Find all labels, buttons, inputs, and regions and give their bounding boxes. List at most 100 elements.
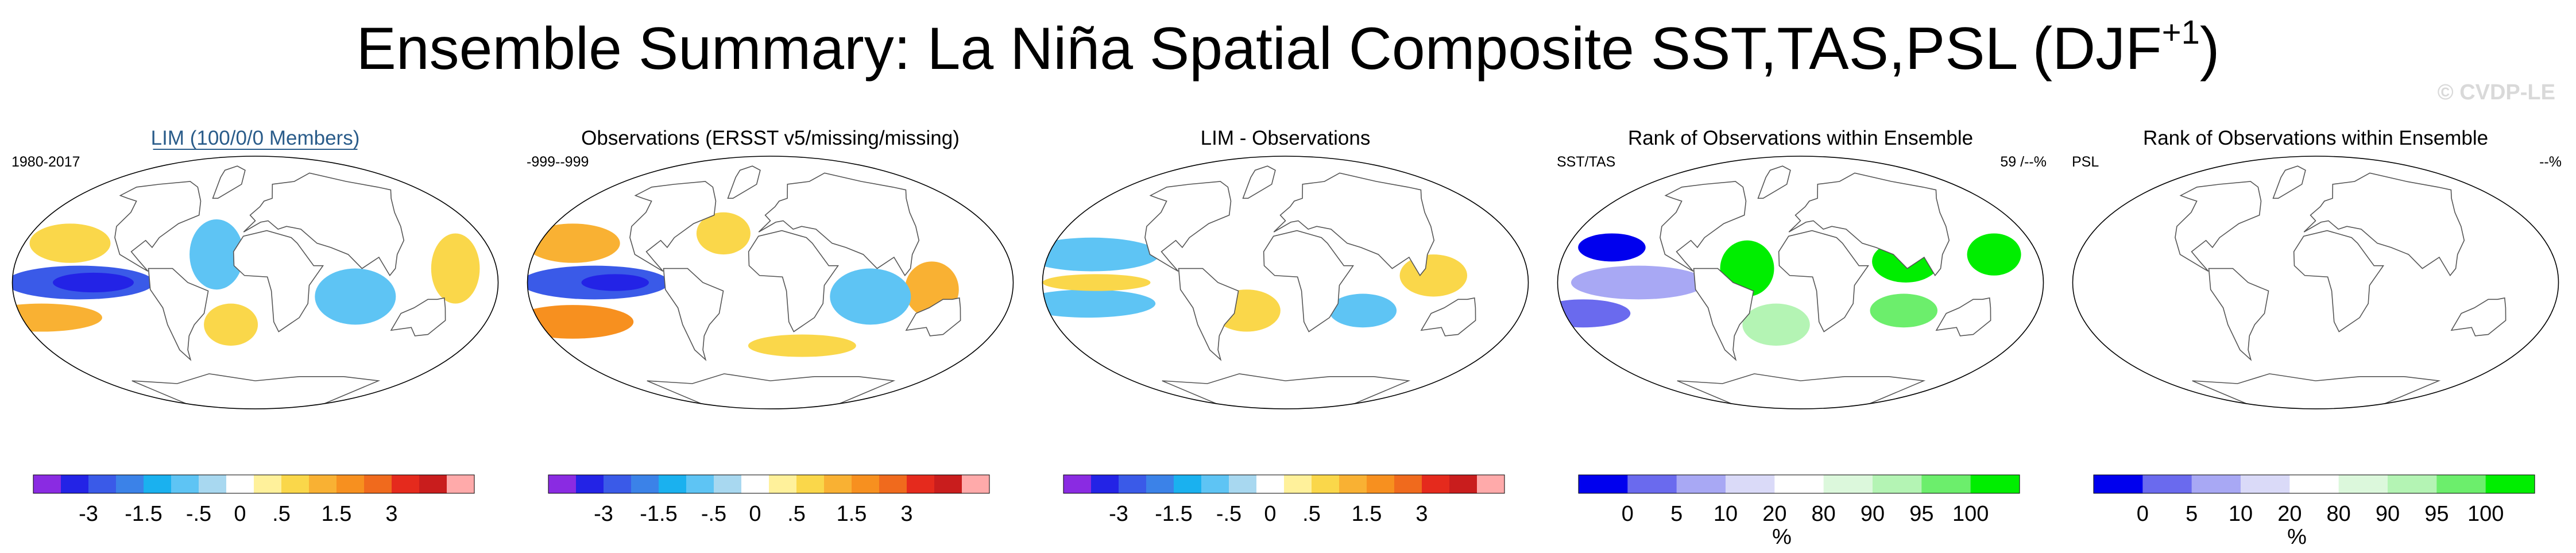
colorbar-swatch <box>88 475 117 493</box>
field-anomaly <box>1870 293 1938 328</box>
land-south-america <box>2208 268 2269 361</box>
panel-left-label: PSL <box>2072 154 2099 170</box>
colorbar-tick-label: 20 <box>1762 502 1786 526</box>
map-border <box>1042 156 1529 409</box>
colorbar-tick-label: 3 <box>900 502 912 526</box>
colorbar-tick-label: 1.5 <box>322 502 352 526</box>
land-greenland <box>1757 165 1791 199</box>
colorbar-tick-label: 3 <box>385 502 397 526</box>
land-greenland <box>2272 165 2306 199</box>
land-south-america <box>148 268 209 361</box>
colorbar-tick-label: 20 <box>2277 502 2302 526</box>
panel-right-label: 59 /--% <box>2000 154 2047 170</box>
panel-3: LIM - Observations -3 -1.5 -.5 0 .5 1.5 3 <box>1042 127 1529 526</box>
colorbar-swatch <box>1970 475 2020 493</box>
page-title-superscript: +1 <box>2161 14 2200 52</box>
colorbar-border <box>548 474 990 494</box>
land-south-america <box>1178 268 1239 361</box>
colorbar-swatch <box>144 475 172 493</box>
colorbar: 0 5 10 20 80 90 95 100% <box>1578 474 2020 549</box>
colorbar-swatch <box>2191 475 2241 493</box>
colorbar: -3 -1.5 -.5 0 .5 1.5 3 <box>33 474 475 526</box>
colorbar-tick-label: 10 <box>2229 502 2253 526</box>
panel-right-label: --% <box>2539 154 2562 170</box>
colorbar-swatch <box>254 475 282 493</box>
colorbar-border <box>1063 474 1505 494</box>
colorbar-swatch <box>1774 475 1824 493</box>
colorbar-swatch <box>116 475 144 493</box>
panel-title: LIM (100/0/0 Members) <box>151 127 360 149</box>
field-anomaly <box>748 334 856 357</box>
colorbar-unit: % <box>2287 525 2307 549</box>
colorbar-swatch <box>1229 475 1257 493</box>
land-australia <box>1935 297 1991 337</box>
colorbar-swatch <box>852 475 880 493</box>
colorbar-swatch <box>1063 475 1092 493</box>
colorbar-swatch <box>336 475 365 493</box>
field-anomaly <box>696 212 751 255</box>
colorbar-tick-label: .5 <box>787 502 806 526</box>
colorbar-swatch <box>548 475 577 493</box>
colorbar-tick-label: 5 <box>2186 502 2198 526</box>
map-field <box>2072 156 2559 409</box>
land-south-america <box>1693 268 1754 361</box>
field-anomaly <box>189 219 244 290</box>
colorbar-tick-label: 90 <box>1861 502 1885 526</box>
colorbar-tick-label: .5 <box>1302 502 1321 526</box>
field-anomaly <box>830 268 911 325</box>
colorbar-swatch <box>1367 475 1395 493</box>
colorbar-swatch <box>1422 475 1450 493</box>
field-anomaly <box>315 268 396 325</box>
field-anomaly <box>1042 289 1156 318</box>
colorbar-tick-label: -1.5 <box>125 502 162 526</box>
colorbar-swatch <box>61 475 89 493</box>
colorbar-tick-label: -3 <box>1109 502 1128 526</box>
colorbar-swatch <box>576 475 604 493</box>
colorbar-swatch <box>281 475 310 493</box>
colorbar-swatch <box>1201 475 1229 493</box>
panel-4: Rank of Observations within Ensemble SST/… <box>1557 127 2047 549</box>
colorbar-swatch <box>2388 475 2437 493</box>
land-eurasia <box>1273 172 1435 277</box>
land-eurasia <box>2303 172 2465 277</box>
colorbar-swatch <box>2241 475 2290 493</box>
colorbar-tick-label: 80 <box>2327 502 2351 526</box>
colorbar-swatch <box>934 475 962 493</box>
colorbar-swatch <box>1312 475 1340 493</box>
field-anomaly <box>12 303 102 332</box>
land-eurasia <box>758 172 920 277</box>
colorbar-tick-label: 0 <box>749 502 761 526</box>
colorbar-swatch <box>1627 475 1677 493</box>
field-anomaly <box>204 303 258 346</box>
land-north-america <box>1660 181 1747 272</box>
colorbar-swatch <box>171 475 199 493</box>
colorbar-tick-label: 0 <box>2137 502 2149 526</box>
colorbar-border <box>33 474 475 494</box>
field-anomaly <box>1042 274 1151 291</box>
field-anomaly <box>29 223 111 263</box>
colorbar-swatch <box>2289 475 2339 493</box>
colorbar-tick-label: 95 <box>2424 502 2449 526</box>
field-anomaly <box>527 223 620 263</box>
land-greenland <box>727 165 761 199</box>
colorbar-tick-label: 0 <box>1622 502 1634 526</box>
panel-title: Rank of Observations within Ensemble <box>2143 127 2488 149</box>
page-title: Ensemble Summary: La Niña Spatial Compos… <box>0 14 2576 82</box>
land-antarctica <box>1677 373 1926 409</box>
colorbar-swatch <box>796 475 825 493</box>
land-antarctica <box>1162 373 1411 409</box>
colorbar-tick-label: -3 <box>594 502 613 526</box>
colorbar: -3 -1.5 -.5 0 .5 1.5 3 <box>548 474 990 526</box>
colorbar-swatch <box>824 475 852 493</box>
panel-title: LIM - Observations <box>1201 127 1371 149</box>
colorbar-tick-label: 0 <box>1264 502 1276 526</box>
panel-left-label: -999--999 <box>527 154 589 170</box>
land-north-america <box>114 181 202 272</box>
colorbar-swatch <box>631 475 659 493</box>
land-africa <box>1263 230 1354 332</box>
land-eurasia <box>1788 172 1950 277</box>
land-africa <box>748 230 839 332</box>
field-anomaly <box>1967 233 2021 276</box>
map-field <box>1557 156 2044 409</box>
